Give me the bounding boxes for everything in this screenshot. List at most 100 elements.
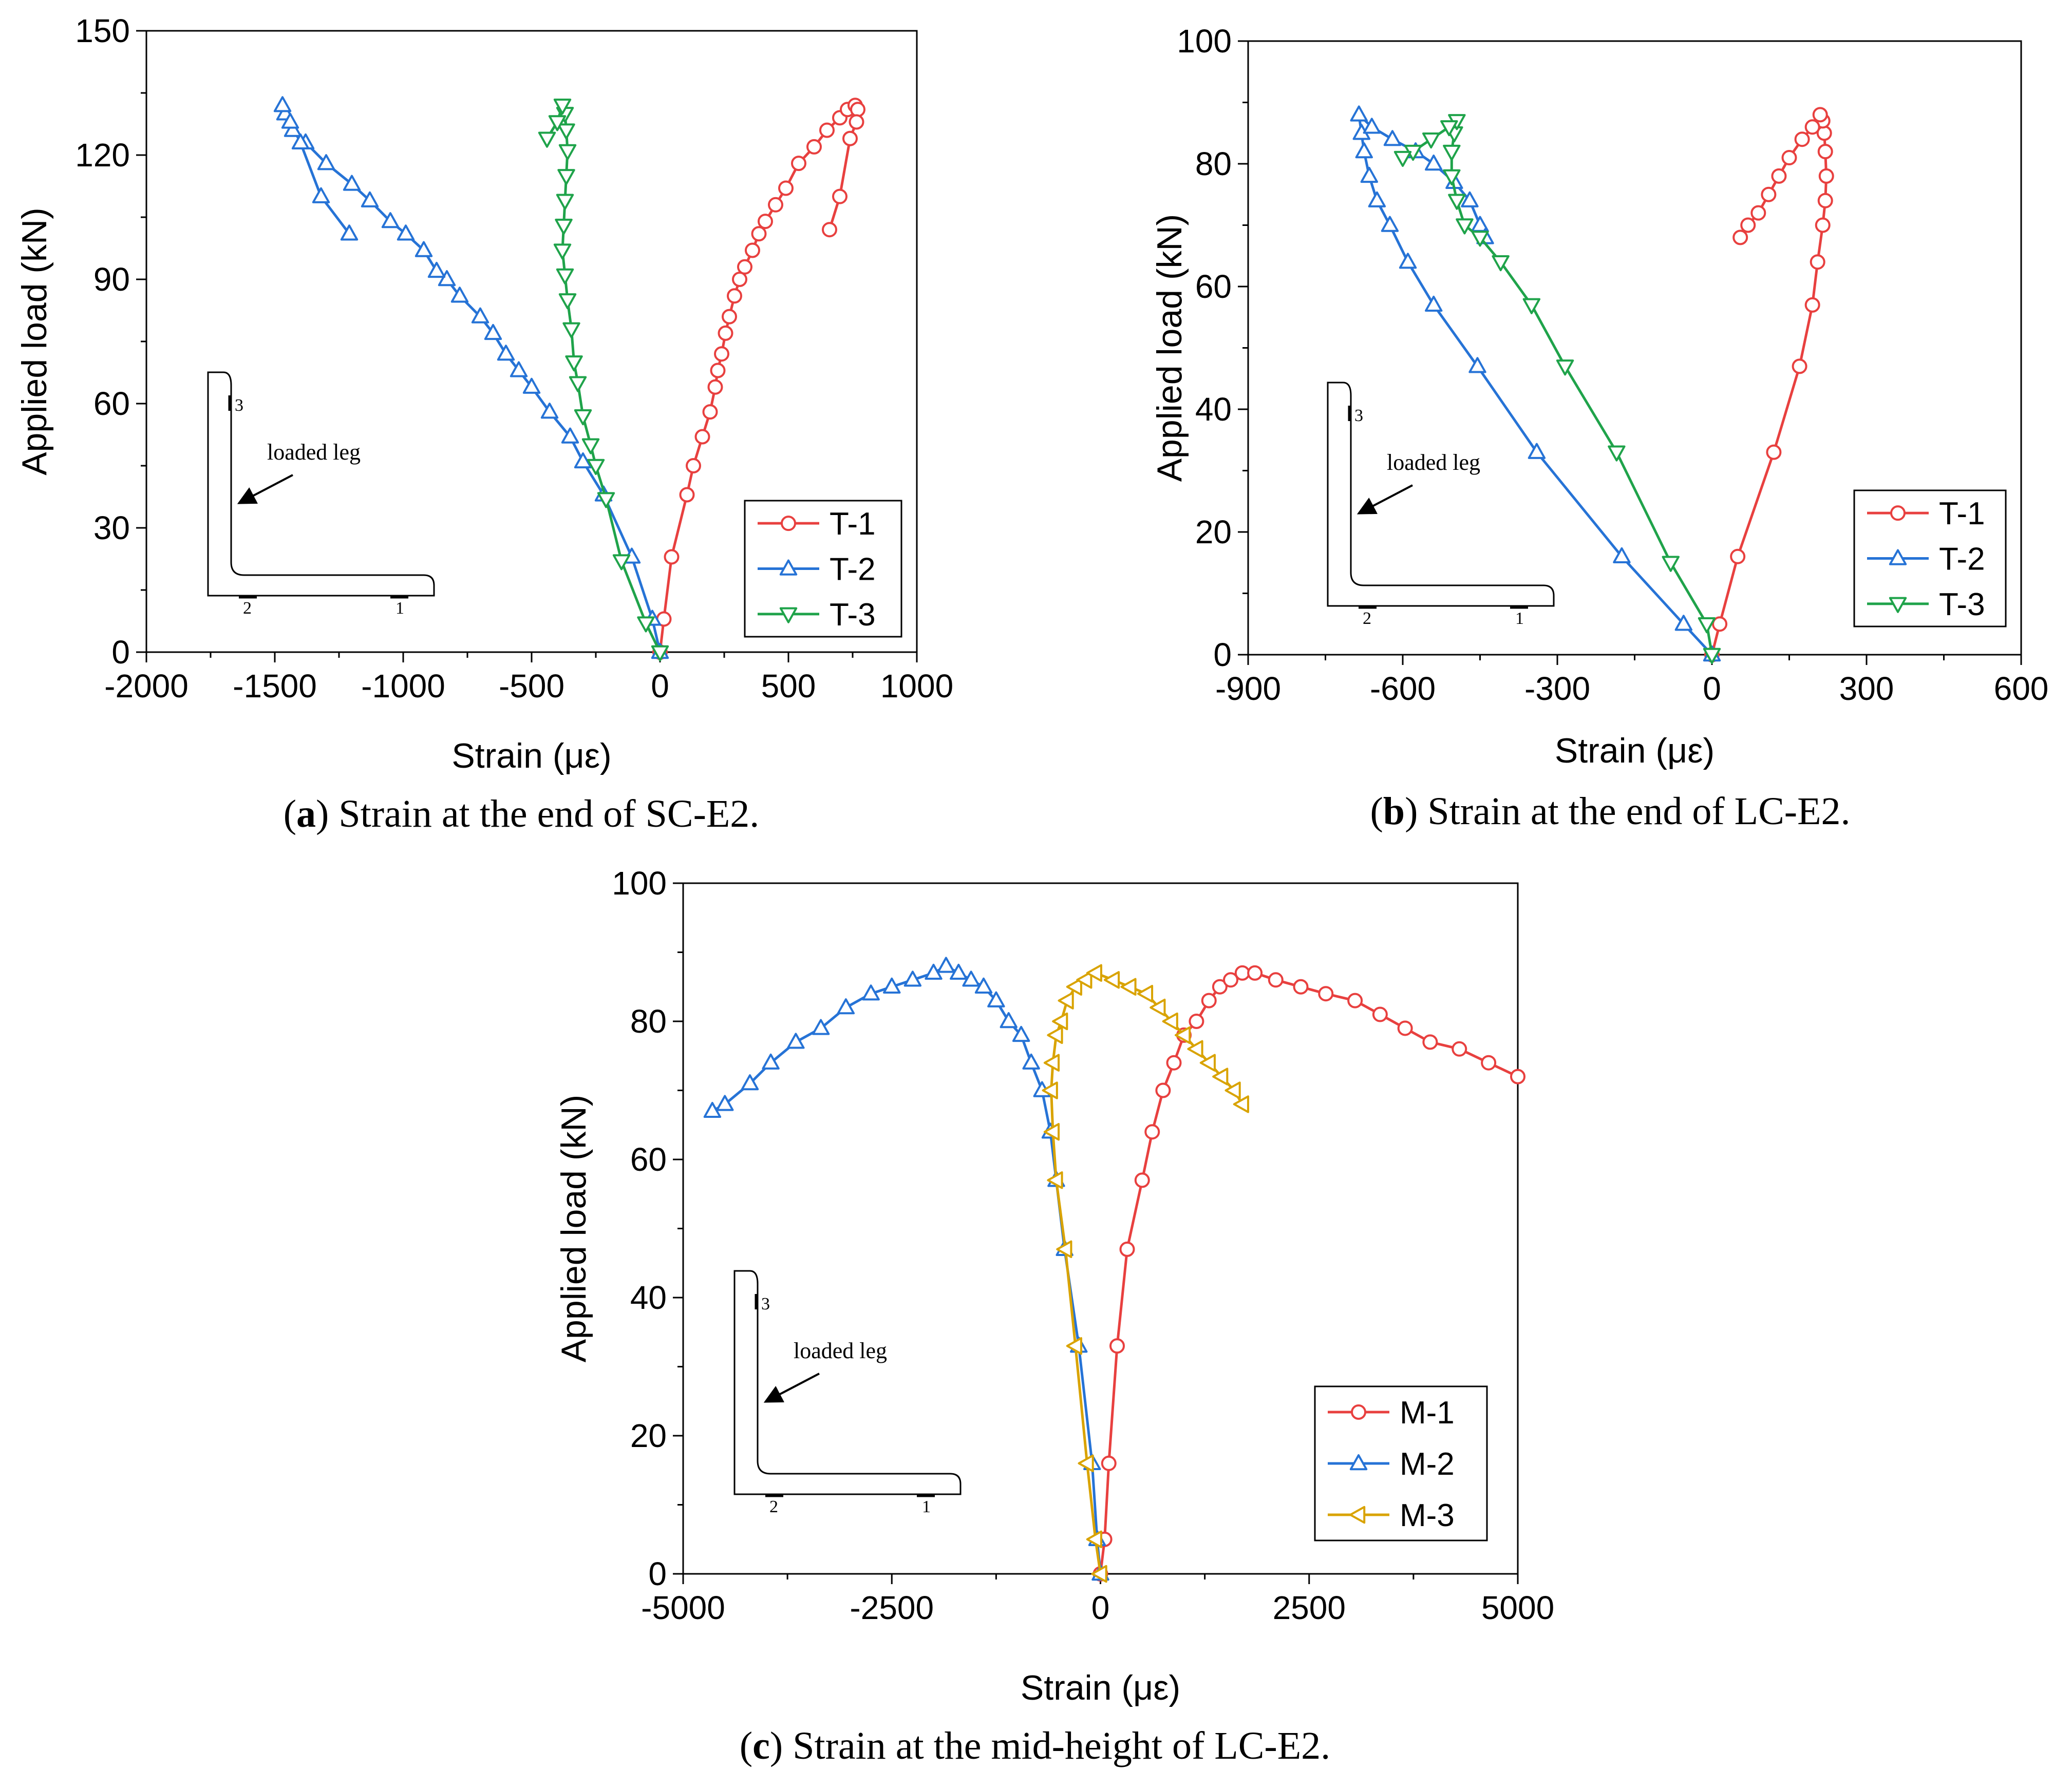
data-point-T-1 — [1766, 444, 1782, 460]
loaded-leg-label: loaded leg — [1387, 450, 1480, 475]
legend-marker-M-3 — [1349, 1506, 1366, 1524]
data-point-T-1 — [768, 197, 783, 213]
data-point-T-2 — [522, 377, 541, 394]
data-point-T-3 — [1393, 150, 1412, 167]
data-point-M-3 — [1233, 1095, 1249, 1113]
angle-section-inset: 3 2 1 loaded leg — [1327, 382, 1555, 628]
data-point-T-3 — [1471, 231, 1489, 247]
y-tick-label: 80 — [1195, 145, 1232, 182]
data-point-T-2 — [1368, 191, 1386, 207]
data-point-T-3 — [1608, 445, 1626, 462]
legend-label-T-3: T-3 — [1939, 587, 1985, 622]
data-point-M-1 — [1397, 1020, 1413, 1036]
data-point-T-1 — [778, 180, 794, 196]
x-tick-label: 2500 — [1273, 1589, 1346, 1626]
data-point-T-3 — [553, 243, 572, 260]
y-tick-label: 60 — [93, 385, 130, 422]
data-point-T-3 — [557, 123, 575, 140]
data-point-T-3 — [1448, 194, 1466, 210]
legend-marker-T-2 — [779, 559, 798, 576]
gauge-3-label: 3 — [761, 1295, 770, 1314]
data-point-M-1 — [1189, 1014, 1204, 1029]
loaded-leg-arrow — [763, 1373, 820, 1403]
data-point-M-3 — [1137, 985, 1154, 1003]
series-T-3 — [1393, 114, 1721, 664]
data-point-M-3 — [1052, 1012, 1068, 1031]
gauge-3-label: 3 — [235, 396, 243, 415]
data-point-T-1 — [1750, 205, 1766, 221]
data-point-T-3 — [637, 616, 655, 633]
x-tick-label: -600 — [1370, 670, 1436, 707]
data-point-T-2 — [1613, 547, 1631, 563]
panel-a-chart: -2000 -1500 -1000 -500 0 500 1000 0 30 60 90 120 150… — [15, 12, 953, 835]
x-tick-label: 0 — [1091, 1589, 1110, 1626]
data-point-M-3 — [1043, 1054, 1060, 1072]
x-axis: -2000 -1500 -1000 -500 0 500 1000 — [104, 652, 953, 705]
data-point-M-1 — [1293, 979, 1309, 995]
y-tick-label: 150 — [75, 12, 130, 49]
data-point-T-2 — [340, 224, 359, 241]
data-point-M-1 — [1212, 979, 1228, 995]
x-tick-label: -500 — [499, 668, 564, 705]
legend-marker-T-2 — [1889, 549, 1907, 565]
caption-text: Strain at the end of LC-E2. — [1427, 790, 1850, 833]
data-point-M-3 — [1086, 1530, 1102, 1548]
data-point-T-1 — [1812, 107, 1828, 123]
data-point-T-1 — [1817, 193, 1833, 208]
y-tick-label: 20 — [630, 1417, 667, 1454]
data-point-T-1 — [832, 188, 847, 204]
y-tick-label: 80 — [630, 1003, 667, 1040]
series-line-T-2 — [1358, 113, 1713, 656]
data-point-T-2 — [1355, 142, 1373, 159]
data-point-M-1 — [1347, 993, 1363, 1008]
data-point-T-3 — [553, 99, 572, 115]
x-tick-label: -1500 — [233, 668, 317, 705]
data-point-M-2 — [883, 977, 901, 994]
data-point-T-2 — [1363, 118, 1381, 134]
data-point-T-3 — [556, 268, 574, 284]
data-point-T-1 — [1804, 119, 1820, 135]
data-point-M-3 — [1103, 971, 1120, 989]
data-point-T-2 — [281, 112, 299, 129]
data-point-T-2 — [1425, 295, 1443, 312]
data-point-T-3 — [1698, 617, 1716, 634]
x-tick-label: -900 — [1215, 670, 1281, 707]
data-point-T-1 — [694, 429, 710, 445]
legend-label-T-3: T-3 — [830, 597, 876, 633]
loaded-leg-arrow — [237, 474, 293, 504]
data-point-T-3 — [1556, 359, 1574, 376]
data-point-T-3 — [556, 194, 574, 210]
legend: T-1 T-2 T-3 — [1853, 489, 2007, 627]
data-point-T-2 — [273, 96, 292, 112]
y-tick-label: 40 — [1195, 391, 1232, 428]
data-point-T-1 — [1818, 168, 1834, 184]
data-point-M-2 — [741, 1074, 759, 1091]
data-point-M-3 — [1225, 1081, 1241, 1099]
data-point-T-2 — [574, 452, 592, 469]
data-point-T-1 — [1804, 297, 1820, 313]
data-point-T-1 — [1810, 254, 1825, 270]
data-point-T-3 — [562, 322, 580, 338]
y-tick-label: 0 — [111, 634, 130, 671]
data-point-T-1 — [732, 272, 747, 287]
data-point-M-1 — [1134, 1172, 1150, 1188]
caption-letter: a — [296, 792, 316, 835]
data-point-T-3 — [558, 144, 577, 160]
data-point-M-2 — [937, 957, 955, 973]
series-line-T-1 — [1710, 113, 1828, 655]
data-point-T-2 — [561, 427, 579, 444]
data-point-T-1 — [1771, 168, 1787, 184]
legend-label-T-2: T-2 — [1939, 542, 1985, 577]
x-tick-label: 300 — [1839, 670, 1894, 707]
data-point-T-3 — [538, 131, 556, 148]
data-point-M-3 — [1086, 964, 1102, 982]
data-point-T-2 — [381, 212, 400, 229]
data-point-M-1 — [1109, 1338, 1125, 1354]
data-point-M-2 — [1022, 1053, 1040, 1070]
y-tick-label: 90 — [93, 261, 130, 298]
data-point-T-1 — [707, 379, 723, 395]
data-point-T-1 — [1740, 217, 1756, 233]
x-tick-label: -1000 — [361, 668, 445, 705]
x-tick-label: -2500 — [850, 1589, 934, 1626]
